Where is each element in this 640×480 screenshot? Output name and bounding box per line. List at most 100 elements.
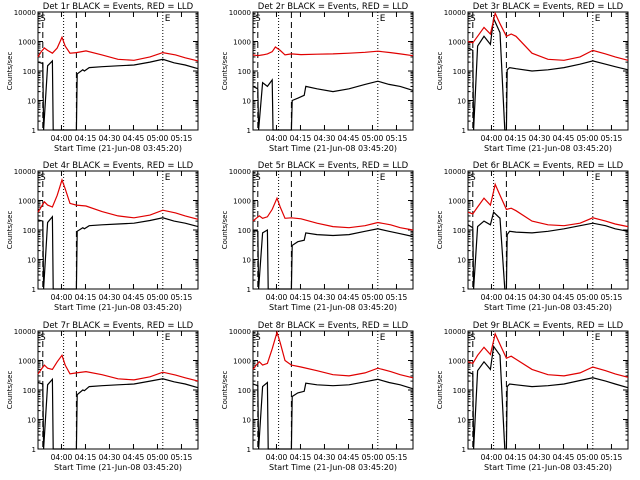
x-tick-label: 05:00	[362, 453, 384, 462]
start-marker-label: S	[470, 333, 476, 343]
y-tick-label: 100	[23, 68, 36, 76]
panel-title: Det 6r BLACK = Events, RED = LLD	[473, 161, 624, 171]
y-axis-label: Counts/sec	[436, 52, 444, 91]
x-tick-label: 04:00	[266, 134, 288, 143]
detector-panel: Det 1r BLACK = Events, RED = LLD S E 1 10 100…	[6, 2, 199, 153]
x-axis-label: Start Time (21-Jun-08 03:45:20)	[269, 144, 397, 153]
lld-series-line	[467, 332, 629, 378]
x-tick-label: 04:45	[553, 453, 575, 462]
start-marker-label: S	[255, 173, 261, 183]
y-tick-label: 100	[238, 68, 251, 76]
x-tick-label: 05:15	[601, 293, 623, 302]
x-axis-label: Start Time (21-Jun-08 03:45:20)	[269, 463, 397, 472]
x-tick-label: 04:15	[290, 453, 312, 462]
end-marker-label: E	[380, 14, 386, 24]
y-tick-label: 10000	[14, 328, 36, 336]
end-marker-label: E	[165, 173, 171, 183]
x-tick-label: 04:45	[123, 134, 145, 143]
plot-frame	[37, 330, 199, 450]
lld-series-line	[252, 46, 414, 57]
panel-title: Det 4r BLACK = Events, RED = LLD	[43, 161, 194, 171]
y-tick-label: 10	[242, 257, 251, 265]
y-tick-label: 100	[453, 227, 466, 235]
x-tick-label: 04:15	[505, 293, 527, 302]
x-tick-label: 04:30	[99, 134, 121, 143]
end-marker-label: E	[165, 333, 171, 343]
lld-series-line	[37, 178, 199, 220]
x-tick-label: 05:00	[147, 293, 169, 302]
x-tick-label: 04:45	[123, 293, 145, 302]
x-tick-label: 04:00	[266, 293, 288, 302]
y-tick-label: 1000	[448, 39, 466, 47]
x-axis-label: Start Time (21-Jun-08 03:45:20)	[484, 144, 612, 153]
y-tick-label: 10	[242, 98, 251, 106]
x-tick-label: 04:00	[51, 134, 73, 143]
y-tick-label: 1000	[448, 358, 466, 366]
detector-panel: Det 4r BLACK = Events, RED = LLD S E 1 10 100…	[6, 161, 199, 312]
events-series-line	[252, 228, 414, 290]
x-tick-label: 04:15	[75, 134, 97, 143]
plot-frame	[467, 170, 629, 290]
y-tick-label: 10000	[444, 9, 466, 17]
x-tick-label: 05:15	[386, 453, 408, 462]
panel-title: Det 7r BLACK = Events, RED = LLD	[43, 321, 194, 331]
x-tick-label: 04:30	[314, 293, 336, 302]
y-tick-label: 1	[462, 286, 466, 294]
y-tick-label: 100	[453, 68, 466, 76]
x-tick-label: 05:00	[577, 293, 599, 302]
y-tick-label: 1	[247, 127, 251, 135]
x-tick-label: 04:15	[290, 293, 312, 302]
x-tick-label: 04:30	[99, 293, 121, 302]
start-marker-label: S	[255, 14, 261, 24]
end-marker-label: E	[165, 14, 171, 24]
x-tick-label: 05:00	[362, 293, 384, 302]
y-tick-label: 10	[457, 98, 466, 106]
events-series-line	[252, 378, 414, 450]
y-tick-label: 10000	[444, 328, 466, 336]
events-series-line	[467, 344, 629, 450]
y-tick-label: 1000	[18, 358, 36, 366]
x-tick-label: 05:15	[601, 134, 623, 143]
x-tick-label: 04:45	[123, 453, 145, 462]
end-marker-label: E	[595, 14, 601, 24]
x-axis-label: Start Time (21-Jun-08 03:45:20)	[484, 463, 612, 472]
detector-panel: Det 8r BLACK = Events, RED = LLD S E 1 10 100…	[221, 321, 414, 472]
panel-title: Det 2r BLACK = Events, RED = LLD	[258, 2, 409, 12]
end-marker-label: E	[380, 173, 386, 183]
x-tick-label: 04:30	[99, 453, 121, 462]
y-tick-label: 100	[23, 227, 36, 235]
y-axis-label: Counts/sec	[221, 371, 229, 410]
y-axis-label: Counts/sec	[436, 371, 444, 410]
x-axis-label: Start Time (21-Jun-08 03:45:20)	[54, 303, 182, 312]
panel-title: Det 8r BLACK = Events, RED = LLD	[258, 321, 409, 331]
plot-frame	[252, 170, 414, 290]
x-tick-label: 04:00	[266, 453, 288, 462]
y-tick-label: 1	[462, 127, 466, 135]
y-tick-label: 10000	[444, 168, 466, 176]
y-tick-label: 10000	[229, 168, 251, 176]
x-tick-label: 04:30	[314, 453, 336, 462]
start-marker-label: S	[40, 14, 46, 24]
y-tick-label: 100	[23, 387, 36, 395]
start-marker-label: S	[255, 333, 261, 343]
x-tick-label: 04:30	[529, 134, 551, 143]
detector-panel: Det 3r BLACK = Events, RED = LLD S E 1 10 100…	[436, 2, 629, 153]
y-tick-label: 100	[453, 387, 466, 395]
detector-panel: Det 7r BLACK = Events, RED = LLD S E 1 10 100…	[6, 321, 199, 472]
panel-title: Det 9r BLACK = Events, RED = LLD	[473, 321, 624, 331]
x-tick-label: 04:45	[553, 293, 575, 302]
y-tick-label: 1	[247, 446, 251, 454]
lld-series-line	[37, 35, 199, 62]
x-tick-label: 04:00	[51, 293, 73, 302]
lld-series-line	[252, 196, 414, 231]
events-series-line	[252, 78, 414, 131]
x-tick-label: 04:45	[553, 134, 575, 143]
detector-panel: Det 5r BLACK = Events, RED = LLD S E 1 10 100…	[221, 161, 414, 312]
x-tick-label: 04:00	[481, 134, 503, 143]
y-tick-label: 1000	[233, 358, 251, 366]
y-axis-label: Counts/sec	[221, 52, 229, 91]
y-tick-label: 10	[457, 417, 466, 425]
panel-title: Det 1r BLACK = Events, RED = LLD	[43, 2, 194, 12]
x-tick-label: 04:00	[51, 453, 73, 462]
